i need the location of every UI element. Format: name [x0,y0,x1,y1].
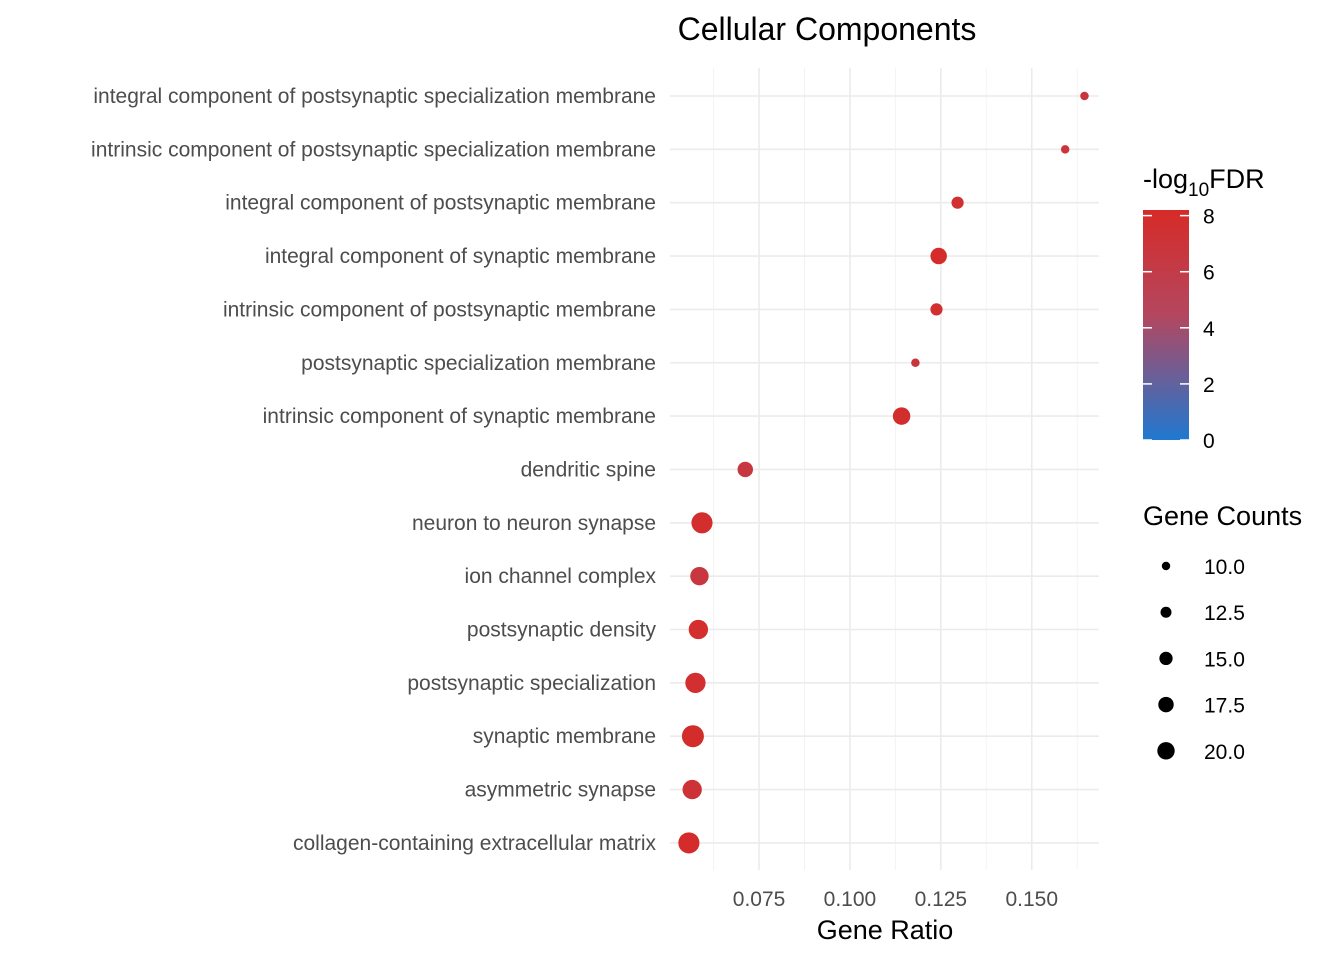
y-tick-label: integral component of postsynaptic speci… [93,85,656,108]
size-legend-key [1160,606,1172,618]
color-bar-label: 4 [1203,318,1215,341]
data-point [690,566,709,586]
data-point [688,619,709,640]
color-bar [1143,210,1189,440]
color-legend: -log10FDR 0 2 4 6 8 [1143,164,1265,453]
y-tick-label: neuron to neuron synapse [412,512,656,535]
y-tick-label: dendritic spine [521,458,656,481]
y-tick-label: intrinsic component of synaptic membrane [263,405,656,428]
y-tick-label: ion channel complex [465,565,657,588]
size-legend-label: 20.0 [1204,741,1245,764]
data-point [930,303,943,316]
y-tick-label: asymmetric synapse [465,779,656,802]
chart-title: Cellular Components [678,11,977,47]
y-tick-label: integral component of postsynaptic membr… [225,192,656,215]
size-legend-key [1161,561,1171,571]
size-legend-key [1158,696,1174,713]
x-axis-title: Gene Ratio [817,915,954,945]
x-axis-ticks: 0.075 0.100 0.125 0.150 [733,888,1058,911]
color-legend-title: -log10FDR [1143,164,1265,201]
data-point [682,779,702,800]
y-tick-label: intrinsic component of postsynaptic spec… [91,138,656,161]
x-tick-label: 0.100 [824,888,877,911]
size-legend-title: Gene Counts [1143,501,1302,531]
color-bar-label: 0 [1203,430,1215,453]
y-tick-label: collagen-containing extracellular matrix [293,832,657,855]
y-tick-label: postsynaptic specialization [407,672,656,695]
y-tick-label: synaptic membrane [473,725,656,748]
data-point [681,725,704,748]
x-tick-label: 0.125 [915,888,968,911]
size-legend-label: 10.0 [1204,556,1245,579]
y-tick-label: integral component of synaptic membrane [265,245,656,268]
y-tick-label: intrinsic component of postsynaptic memb… [223,298,656,321]
color-legend-title-prefix: -log [1143,164,1188,194]
y-axis-labels: integral component of postsynaptic speci… [91,85,656,855]
x-tick-label: 0.075 [733,888,786,911]
color-bar-label: 6 [1203,262,1215,285]
size-legend-key [1157,742,1175,760]
data-point [737,461,753,478]
data-points [678,91,1089,854]
data-point [1080,91,1089,101]
y-tick-label: postsynaptic density [467,619,657,642]
y-tick-label: postsynaptic specialization membrane [301,352,656,375]
data-point [1060,145,1070,154]
data-point [892,407,911,425]
data-point [691,512,713,534]
color-bar-label: 8 [1203,206,1215,229]
data-point [930,247,947,265]
size-legend-label: 12.5 [1204,602,1245,625]
color-legend-title-suffix: FDR [1209,164,1265,194]
data-point [678,832,700,854]
data-point [911,358,920,367]
data-point [951,196,964,209]
size-legend-label: 17.5 [1204,695,1245,718]
color-legend-title-subscript: 10 [1188,180,1209,201]
size-legend-key [1159,651,1173,666]
size-legend-label: 15.0 [1204,648,1245,671]
x-tick-label: 0.150 [1005,888,1058,911]
plot-grid [670,68,1099,870]
data-point [685,672,706,693]
color-bar-label: 2 [1203,374,1215,397]
size-legend: Gene Counts 10.0 12.5 15.0 17.5 20.0 [1143,501,1302,764]
